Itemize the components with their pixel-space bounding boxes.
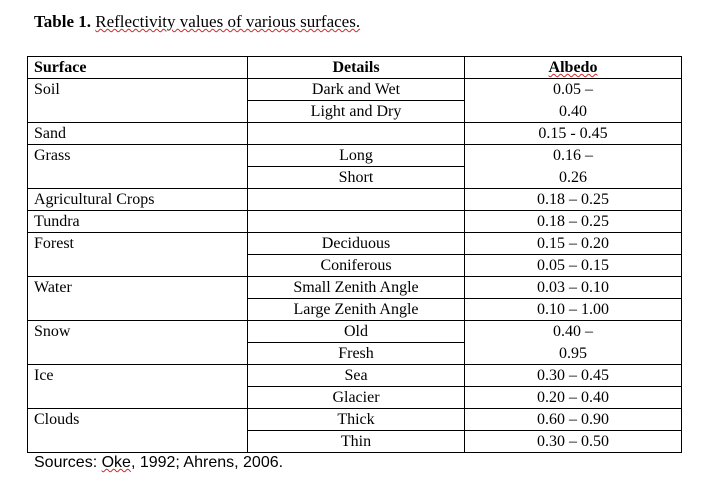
detail-cell: Old — [247, 320, 465, 343]
albedo-cell: 0.30 – 0.50 — [464, 430, 682, 453]
header-details: Details — [247, 56, 465, 79]
surface-cell: Clouds — [27, 408, 248, 431]
sources-author-oke: Oke — [101, 454, 131, 471]
table-row: Thin 0.30 – 0.50 — [27, 430, 682, 453]
detail-cell: Long — [247, 144, 465, 167]
table-row: Soil Dark and Wet 0.05 – — [27, 78, 682, 101]
table-row: Snow Old 0.40 – — [27, 320, 682, 343]
table-row: Grass Long 0.16 – — [27, 144, 682, 167]
table-row: Clouds Thick 0.60 – 0.90 — [27, 408, 682, 431]
albedo-cell: 0.03 – 0.10 — [464, 276, 682, 299]
detail-cell — [247, 188, 465, 211]
detail-cell: Thick — [247, 408, 465, 431]
table-row: Agricultural Crops 0.18 – 0.25 — [27, 188, 682, 211]
surface-cell: Forest — [27, 232, 248, 255]
surface-cell — [27, 166, 248, 189]
detail-cell — [247, 122, 465, 145]
surface-cell: Tundra — [27, 210, 248, 233]
header-albedo-text: Albedo — [548, 59, 598, 76]
caption-text: Reflectivity values of various surfaces. — [95, 12, 361, 31]
header-surface: Surface — [27, 56, 248, 79]
surface-cell: Sand — [27, 122, 248, 145]
surface-cell — [27, 254, 248, 277]
surface-cell: Snow — [27, 320, 248, 343]
table-header-row: Surface Details Albedo — [27, 56, 682, 79]
table-caption: Table 1. Reflectivity values of various … — [34, 12, 360, 32]
albedo-cell: 0.30 – 0.45 — [464, 364, 682, 387]
table-row: Sand 0.15 - 0.45 — [27, 122, 682, 145]
detail-cell: Large Zenith Angle — [247, 298, 465, 321]
detail-cell: Small Zenith Angle — [247, 276, 465, 299]
albedo-cell: 0.05 – 0.15 — [464, 254, 682, 277]
surface-cell — [27, 298, 248, 321]
detail-cell: Short — [247, 166, 465, 189]
table-row: Light and Dry 0.40 — [27, 100, 682, 123]
albedo-cell: 0.95 — [464, 342, 682, 365]
albedo-table: Surface Details Albedo Soil Dark and Wet… — [27, 56, 682, 453]
albedo-cell: 0.60 – 0.90 — [464, 408, 682, 431]
sources-rest: , 1992; Ahrens, 2006. — [130, 454, 284, 471]
albedo-cell: 0.26 — [464, 166, 682, 189]
detail-cell: Glacier — [247, 386, 465, 409]
detail-cell: Coniferous — [247, 254, 465, 277]
table-row: Large Zenith Angle 0.10 – 1.00 — [27, 298, 682, 321]
albedo-cell: 0.16 – — [464, 144, 682, 167]
albedo-cell: 0.15 – 0.20 — [464, 232, 682, 255]
detail-cell — [247, 210, 465, 233]
header-albedo: Albedo — [464, 56, 682, 79]
albedo-cell: 0.05 – — [464, 78, 682, 101]
surface-cell — [27, 342, 248, 365]
albedo-cell: 0.18 – 0.25 — [464, 188, 682, 211]
detail-cell: Deciduous — [247, 232, 465, 255]
surface-cell — [27, 386, 248, 409]
detail-cell: Fresh — [247, 342, 465, 365]
albedo-cell: 0.18 – 0.25 — [464, 210, 682, 233]
surface-cell: Soil — [27, 78, 248, 101]
detail-cell: Sea — [247, 364, 465, 387]
table-row: Glacier 0.20 – 0.40 — [27, 386, 682, 409]
caption-label: Table 1. — [34, 12, 92, 31]
table-row: Tundra 0.18 – 0.25 — [27, 210, 682, 233]
surface-cell: Water — [27, 276, 248, 299]
detail-cell: Light and Dry — [247, 100, 465, 123]
albedo-cell: 0.10 – 1.00 — [464, 298, 682, 321]
table-row: Ice Sea 0.30 – 0.45 — [27, 364, 682, 387]
albedo-cell: 0.15 - 0.45 — [464, 122, 682, 145]
sources-note: Sources: Oke, 1992; Ahrens, 2006. — [34, 454, 283, 472]
sources-prefix: Sources: — [34, 454, 102, 471]
table-row: Short 0.26 — [27, 166, 682, 189]
table-row: Water Small Zenith Angle 0.03 – 0.10 — [27, 276, 682, 299]
surface-cell: Agricultural Crops — [27, 188, 248, 211]
albedo-cell: 0.20 – 0.40 — [464, 386, 682, 409]
table-row: Forest Deciduous 0.15 – 0.20 — [27, 232, 682, 255]
surface-cell: Ice — [27, 364, 248, 387]
albedo-cell: 0.40 – — [464, 320, 682, 343]
surface-cell: Grass — [27, 144, 248, 167]
table-row: Coniferous 0.05 – 0.15 — [27, 254, 682, 277]
detail-cell: Thin — [247, 430, 465, 453]
table-row: Fresh 0.95 — [27, 342, 682, 365]
albedo-cell: 0.40 — [464, 100, 682, 123]
detail-cell: Dark and Wet — [247, 78, 465, 101]
surface-cell — [27, 430, 248, 453]
surface-cell — [27, 100, 248, 123]
